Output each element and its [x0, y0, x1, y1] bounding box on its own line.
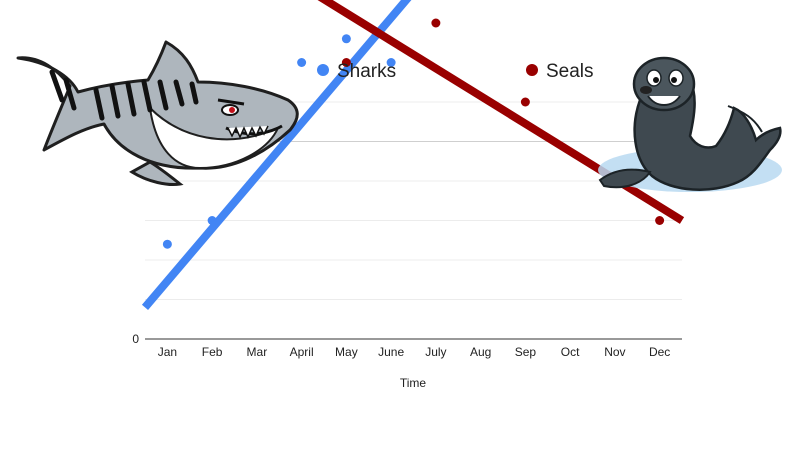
x-tick-label: Mar [247, 345, 268, 359]
trendline-sharks [141, 0, 412, 310]
legend-marker-seals [526, 64, 538, 76]
shark-illustration [16, 40, 299, 186]
trendline-seals [317, 0, 685, 224]
legend-item-seals: Seals [526, 61, 594, 82]
y-tick-label: 0 [132, 332, 139, 346]
x-tick-label: July [425, 345, 446, 359]
x-tick-labels: Jan Feb Mar April May June July Aug Sep Oct Nov Dec [158, 345, 671, 359]
x-tick-label: Jan [158, 345, 177, 359]
x-tick-label: Sep [515, 345, 537, 359]
legend-label-sharks: Sharks [337, 61, 396, 82]
x-tick-label: Feb [202, 345, 223, 359]
x-tick-label: Dec [649, 345, 670, 359]
point-sharks [207, 216, 217, 225]
x-tick-label: April [290, 345, 314, 359]
point-seals [520, 97, 530, 107]
point-seals [431, 18, 441, 28]
trendlines [141, 0, 685, 310]
point-sharks [162, 239, 172, 249]
x-tick-label: Aug [470, 345, 491, 359]
legend-marker-sharks [317, 64, 329, 76]
x-tick-label: June [378, 345, 404, 359]
point-seals [655, 216, 665, 225]
x-tick-label: May [335, 345, 358, 359]
point-sharks [386, 58, 396, 67]
x-tick-label: Nov [604, 345, 625, 359]
legend: Sharks Seals [317, 61, 594, 82]
point-sharks [341, 34, 351, 44]
x-axis-title: Time [400, 376, 427, 390]
legend-item-sharks: Sharks [317, 61, 396, 82]
point-seals [341, 58, 351, 67]
legend-label-seals: Seals [546, 61, 594, 82]
point-sharks [297, 58, 307, 67]
seal-illustration [598, 56, 782, 192]
x-tick-label: Oct [561, 345, 580, 359]
